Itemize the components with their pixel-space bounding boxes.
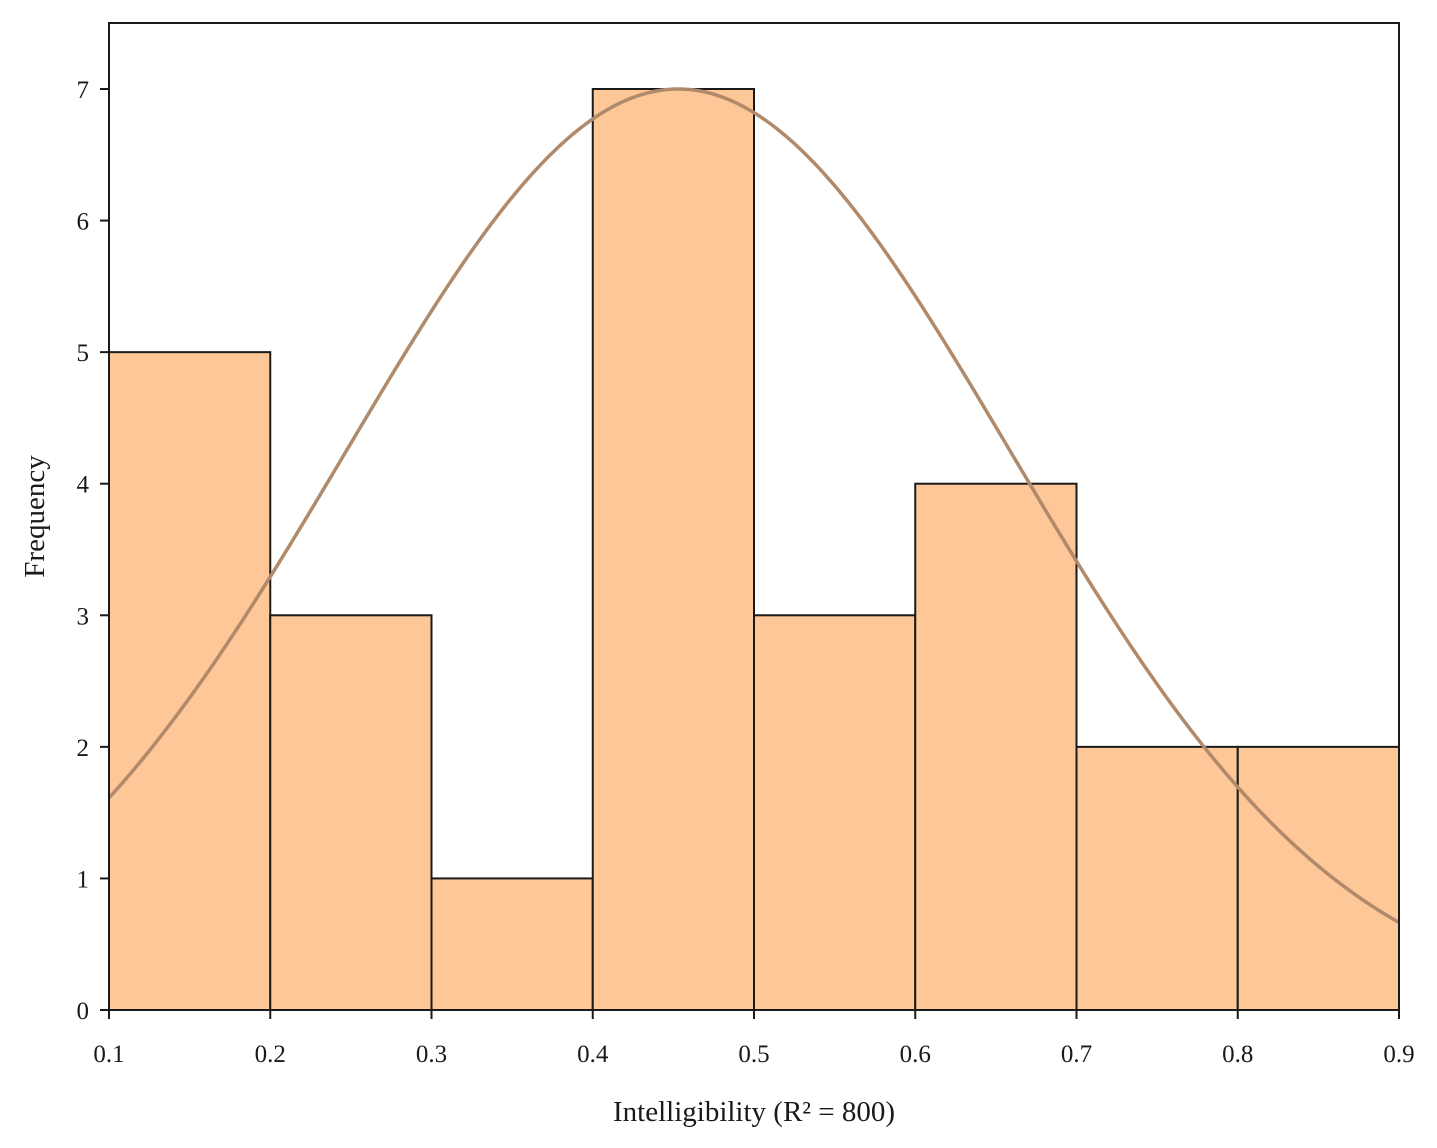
x-tick-label: 0.6 (900, 1041, 931, 1068)
histogram-bar-6 (914, 482, 1078, 1011)
y-tick-label: 0 (77, 998, 90, 1025)
histogram-bar-3 (430, 877, 594, 1012)
y-tick-label: 6 (77, 209, 90, 236)
x-tick-label: 0.1 (93, 1041, 124, 1068)
y-tick-label: 5 (77, 340, 90, 367)
bars (108, 88, 1400, 1012)
histogram-bar-4 (591, 88, 755, 1011)
x-tick-label: 0.7 (1061, 1041, 1092, 1068)
x-tick-label: 0.9 (1383, 1041, 1414, 1068)
y-tick-label: 1 (77, 866, 90, 893)
histogram-bar-5 (753, 614, 917, 1011)
normal-curve-layer (107, 87, 1400, 925)
histogram-bar-1 (108, 351, 272, 1011)
normal-curve (107, 87, 1400, 925)
x-tick-label: 0.4 (577, 1041, 609, 1068)
x-tick-label: 0.3 (416, 1041, 447, 1068)
histogram-bar-8 (1236, 745, 1400, 1011)
x-tick-label: 0.2 (255, 1041, 286, 1068)
histogram-bar-2 (269, 614, 433, 1011)
y-tick-label: 2 (77, 735, 90, 762)
x-tick-label: 0.5 (738, 1041, 769, 1068)
x-tick-label: 0.8 (1222, 1041, 1253, 1068)
y-tick-label: 4 (77, 472, 90, 499)
histogram-bar-7 (1075, 745, 1239, 1011)
y-axis: 0 1 2 3 4 5 6 7 (77, 77, 109, 1025)
x-axis-title: Intelligibility (R² = 800) (613, 1096, 895, 1128)
y-tick-label: 3 (77, 603, 90, 630)
y-axis-title: Frequency (19, 455, 51, 578)
y-tick-label: 7 (77, 77, 90, 104)
x-axis: 0.1 0.2 0.3 0.4 0.5 0.6 0.7 0.8 0.9 (93, 1010, 1415, 1068)
